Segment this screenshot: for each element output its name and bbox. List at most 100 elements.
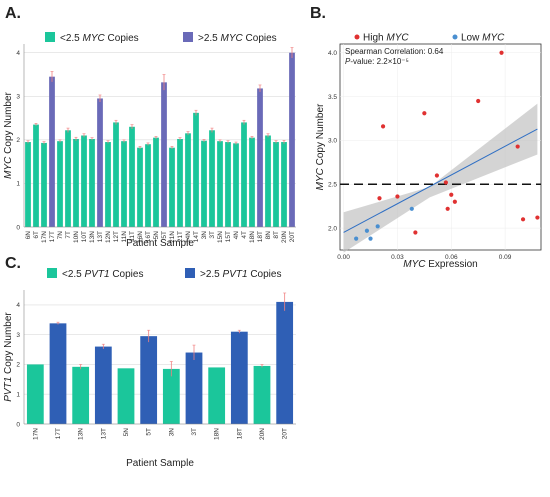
bar bbox=[49, 323, 67, 424]
y-tick-label: 3.5 bbox=[328, 94, 337, 101]
legend-label-part: Copies bbox=[110, 269, 144, 280]
legend-swatch bbox=[47, 268, 57, 278]
legend-label-part: Copies bbox=[243, 33, 277, 44]
bar bbox=[97, 98, 103, 227]
bar bbox=[161, 82, 167, 227]
data-point-high bbox=[476, 98, 481, 104]
data-point-high bbox=[422, 111, 427, 116]
panel-a-bar-chart: 0 1 2 3 4 6N 6T 17N 17T 7N 7T 10N 10T 13N 13T 12N 12T 11N… bbox=[3, 32, 296, 249]
bar bbox=[230, 331, 248, 424]
bar bbox=[233, 143, 239, 227]
data-point-high bbox=[452, 199, 457, 204]
y-tick-label: 1 bbox=[16, 181, 20, 188]
bar bbox=[57, 141, 63, 227]
bar bbox=[185, 352, 203, 424]
legend-label: >2.5 MYC Copies bbox=[198, 33, 277, 44]
panel-b-scatter-plot: 2.0 2.5 3.0 3.5 4.0 0.00 0.03 0.06 0.09 Spearman … bbox=[315, 33, 542, 270]
bar bbox=[162, 368, 180, 424]
x-tick-label: 18N bbox=[249, 231, 256, 243]
legend-label-part: PVT1 bbox=[85, 269, 110, 280]
x-tick-label: 10T bbox=[81, 231, 88, 242]
bar bbox=[241, 122, 247, 227]
y-tick-label: 4 bbox=[16, 50, 20, 57]
bar bbox=[253, 365, 271, 424]
x-tick-label: 18T bbox=[236, 428, 243, 439]
x-tick-label: 20N bbox=[259, 428, 266, 440]
x-tick-label: 3T bbox=[191, 428, 198, 436]
x-tick-label: 0.09 bbox=[499, 254, 512, 261]
y-axis-title-part: MYC bbox=[3, 156, 14, 179]
x-tick-label: 13T bbox=[97, 231, 104, 242]
bar bbox=[265, 135, 271, 227]
bar bbox=[193, 112, 199, 227]
legend-marker bbox=[354, 34, 360, 40]
x-tick-label: 3N bbox=[168, 428, 175, 437]
data-point-high bbox=[520, 217, 526, 222]
x-tick-label: 14N bbox=[185, 231, 192, 243]
bar bbox=[257, 88, 263, 227]
x-axis-title: Patient Sample bbox=[126, 458, 194, 469]
spearman-annotation: Spearman Correlation: 0.64 bbox=[345, 47, 444, 56]
panel-c-bar-chart: 0 1 2 3 4 17N 17T 13N 13T 5N 5T 3N 3T 18N 18T 20N 20T Pat… bbox=[3, 268, 296, 469]
panel-label-b: B. bbox=[310, 5, 326, 22]
x-tick-label: 5N bbox=[153, 231, 160, 240]
x-axis-title-part: MYC bbox=[403, 259, 426, 270]
y-tick-label: 0 bbox=[16, 421, 20, 428]
x-tick-label: 5N bbox=[123, 428, 130, 437]
bar bbox=[276, 301, 294, 424]
bar bbox=[249, 137, 255, 227]
x-tick-label: 3N bbox=[201, 231, 208, 240]
legend-label-part: >2.5 bbox=[200, 269, 223, 280]
bar bbox=[41, 142, 47, 227]
x-tick-label: 11T bbox=[129, 231, 136, 242]
x-tick-label: 6T bbox=[33, 231, 40, 239]
x-tick-label: 3T bbox=[209, 231, 216, 239]
bar bbox=[113, 122, 119, 227]
data-point-high bbox=[535, 215, 540, 220]
bar bbox=[209, 130, 215, 227]
x-tick-label: 21T bbox=[177, 231, 184, 242]
bar bbox=[177, 138, 183, 227]
bar bbox=[25, 142, 31, 227]
x-tick-label: 16N bbox=[137, 231, 144, 243]
y-axis-title-part: PVT1 bbox=[3, 377, 14, 402]
legend-label-part: Copies bbox=[248, 269, 282, 280]
bar bbox=[137, 147, 143, 227]
bar bbox=[281, 142, 287, 227]
panel-label-a: A. bbox=[5, 5, 21, 22]
x-tick-label: 13N bbox=[78, 428, 85, 440]
y-tick-label: 3 bbox=[16, 332, 20, 339]
x-tick-label: 17T bbox=[49, 231, 56, 242]
legend-label: >2.5 PVT1 Copies bbox=[200, 269, 281, 280]
x-tick-label: 13N bbox=[89, 231, 96, 243]
bar bbox=[26, 364, 44, 424]
legend-label: High MYC bbox=[363, 33, 409, 44]
data-point-low bbox=[375, 224, 380, 229]
data-point-low bbox=[409, 206, 414, 211]
data-point-high bbox=[395, 194, 400, 199]
x-tick-label: 7N bbox=[57, 231, 64, 240]
legend-label: <2.5 MYC Copies bbox=[60, 33, 139, 44]
y-axis-title: MYC Copy Number bbox=[315, 103, 326, 190]
panel-label-c: C. bbox=[5, 255, 21, 272]
x-tick-label: 4N bbox=[233, 231, 240, 240]
legend-label-part: >2.5 bbox=[198, 33, 221, 44]
plot-area bbox=[24, 290, 296, 424]
bar bbox=[89, 138, 95, 227]
x-tick-label: 17N bbox=[41, 231, 48, 243]
x-tick-label: 14T bbox=[193, 231, 200, 242]
bar bbox=[129, 126, 135, 227]
x-axis-title-part: Expression bbox=[425, 259, 477, 270]
x-tick-label: 5T bbox=[146, 428, 153, 436]
bar bbox=[117, 368, 135, 424]
data-point-high bbox=[449, 192, 454, 197]
bar bbox=[94, 346, 112, 424]
legend-label-part: <2.5 bbox=[60, 33, 83, 44]
p-value-annotation: P-value: 2.2×10⁻⁵ bbox=[345, 57, 409, 66]
y-tick-label: 3 bbox=[16, 94, 20, 101]
y-tick-label: 2.5 bbox=[328, 182, 337, 189]
legend-label-part: MYC bbox=[83, 33, 106, 44]
x-tick-label: 18N bbox=[214, 428, 221, 440]
legend-marker bbox=[452, 34, 458, 40]
x-tick-label: 5T bbox=[161, 231, 168, 239]
